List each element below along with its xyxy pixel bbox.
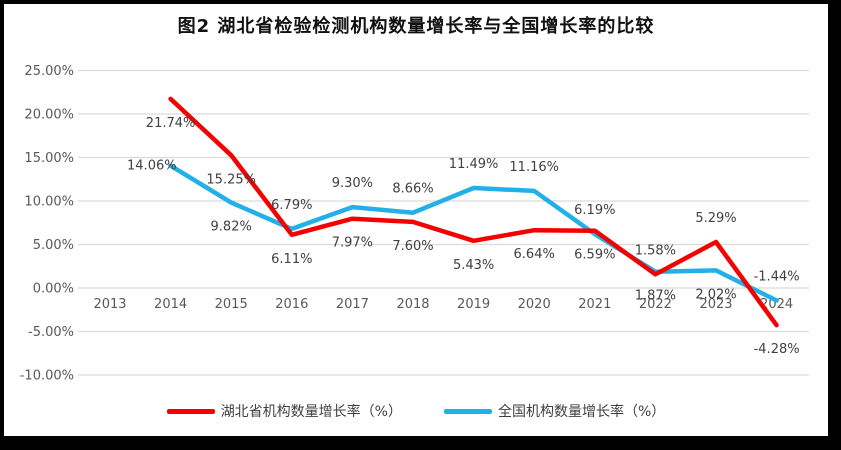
- chart-title: 图2 湖北省检验检测机构数量增长率与全国增长率的比较: [177, 16, 655, 37]
- svg-text:2021: 2021: [578, 297, 611, 312]
- svg-text:21.74%: 21.74%: [146, 116, 196, 131]
- series-line: [168, 96, 779, 328]
- svg-text:20.00%: 20.00%: [24, 108, 74, 123]
- legend-item-national: 全国机构数量增长率（%）: [444, 401, 665, 421]
- svg-text:2024: 2024: [760, 297, 793, 312]
- svg-text:2020: 2020: [518, 297, 551, 312]
- svg-text:9.82%: 9.82%: [211, 220, 252, 235]
- x-axis-labels: 2013 2014 2015 2016 2017 2018 2019 2020 2021 2022…: [93, 297, 793, 312]
- data-labels: 21.74% 15.25% 6.11% 7.97% 7.60% 5.43% 6.64% 6.5…: [127, 116, 800, 357]
- y-axis-labels: 25.00% 20.00% 15.00% 10.00% 5.00% 0.00% -5.00%…: [20, 64, 74, 384]
- svg-text:6.59%: 6.59%: [574, 248, 615, 263]
- legend-swatch-national-icon: [444, 408, 492, 414]
- svg-text:7.97%: 7.97%: [332, 236, 373, 251]
- svg-text:11.49%: 11.49%: [449, 157, 499, 172]
- svg-text:2013: 2013: [93, 297, 126, 312]
- svg-text:9.30%: 9.30%: [332, 176, 373, 191]
- svg-text:6.64%: 6.64%: [514, 247, 555, 262]
- legend: 湖北省机构数量增长率（%） 全国机构数量增长率（%）: [4, 400, 828, 422]
- svg-text:-5.00%: -5.00%: [28, 325, 74, 340]
- svg-text:2019: 2019: [457, 297, 490, 312]
- svg-text:5.43%: 5.43%: [453, 258, 494, 273]
- legend-label-national: 全国机构数量增长率（%）: [498, 404, 666, 420]
- svg-text:-10.00%: -10.00%: [20, 369, 74, 384]
- svg-text:2016: 2016: [275, 297, 308, 312]
- legend-swatch-hubei-icon: [166, 408, 215, 414]
- chart-canvas: 图2 湖北省检验检测机构数量增长率与全国增长率的比较 25.00% 20.00% 1…: [4, 4, 828, 436]
- svg-text:6.11%: 6.11%: [271, 252, 312, 267]
- svg-text:-1.44%: -1.44%: [754, 270, 800, 285]
- svg-text:6.79%: 6.79%: [271, 198, 312, 213]
- svg-text:1.58%: 1.58%: [635, 243, 676, 258]
- svg-text:7.60%: 7.60%: [392, 239, 433, 254]
- svg-text:2022: 2022: [639, 297, 672, 312]
- svg-text:15.00%: 15.00%: [24, 151, 74, 166]
- legend-item-hubei: 湖北省机构数量增长率（%）: [166, 401, 402, 421]
- svg-text:0.00%: 0.00%: [33, 282, 74, 297]
- svg-text:2018: 2018: [396, 297, 429, 312]
- svg-text:8.66%: 8.66%: [392, 182, 433, 197]
- svg-text:1.87%: 1.87%: [635, 289, 676, 304]
- svg-text:14.06%: 14.06%: [127, 159, 177, 174]
- svg-text:25.00%: 25.00%: [24, 64, 74, 79]
- svg-text:6.19%: 6.19%: [574, 203, 615, 218]
- svg-text:2023: 2023: [699, 297, 732, 312]
- svg-text:5.00%: 5.00%: [33, 238, 74, 253]
- svg-text:-4.28%: -4.28%: [754, 342, 800, 357]
- svg-text:2.02%: 2.02%: [695, 287, 736, 302]
- svg-text:5.29%: 5.29%: [695, 211, 736, 226]
- svg-text:2017: 2017: [336, 297, 369, 312]
- svg-text:2014: 2014: [154, 297, 187, 312]
- svg-text:11.16%: 11.16%: [509, 160, 559, 175]
- svg-text:2015: 2015: [215, 297, 248, 312]
- series-line: [168, 163, 779, 303]
- legend-label-hubei: 湖北省机构数量增长率（%）: [220, 404, 402, 420]
- svg-text:15.25%: 15.25%: [206, 172, 256, 187]
- svg-text:10.00%: 10.00%: [24, 195, 74, 210]
